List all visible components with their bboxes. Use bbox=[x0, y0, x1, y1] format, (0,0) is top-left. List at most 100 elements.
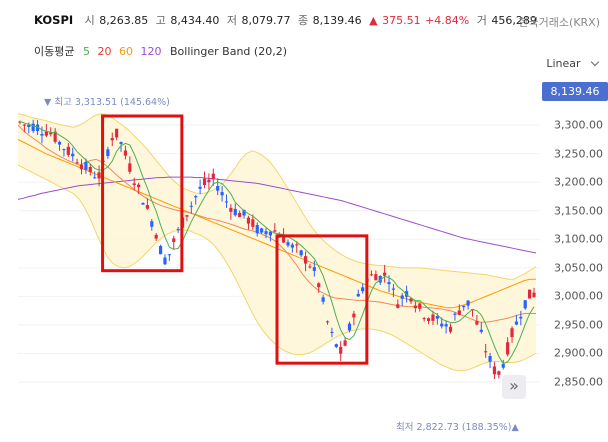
candle-body bbox=[44, 131, 48, 136]
candle-body bbox=[409, 298, 413, 302]
candle-body bbox=[246, 217, 251, 224]
candle-body bbox=[255, 225, 259, 234]
candle-body bbox=[79, 164, 84, 170]
symbol-name[interactable]: KOSPI bbox=[34, 13, 74, 27]
volume-label: 거 bbox=[476, 14, 487, 27]
candle-body bbox=[220, 192, 224, 196]
candle-body bbox=[88, 167, 92, 173]
candle-body bbox=[321, 297, 325, 302]
candle-body bbox=[431, 314, 435, 321]
candle-body bbox=[163, 257, 167, 265]
candle-body bbox=[119, 142, 123, 144]
change-percent: +4.84% bbox=[425, 14, 470, 27]
candle-body bbox=[435, 315, 439, 319]
candle-body bbox=[448, 326, 453, 332]
candle-body bbox=[532, 292, 536, 297]
candle-body bbox=[479, 329, 483, 332]
candle-body bbox=[106, 149, 110, 157]
double-chevron-right-icon[interactable]: » bbox=[502, 375, 526, 399]
candle-body bbox=[97, 172, 101, 179]
candle-body bbox=[369, 274, 374, 276]
quote-header: KOSPI 시 8,263.85 고 8,434.40 저 8,079.77 종… bbox=[0, 0, 608, 40]
candle-body bbox=[383, 272, 387, 276]
candle-body bbox=[339, 346, 343, 354]
scale-label: Linear bbox=[546, 57, 581, 70]
candle-body bbox=[286, 242, 290, 246]
candle-body bbox=[404, 291, 409, 297]
candle-body bbox=[57, 141, 62, 145]
candle-body bbox=[35, 124, 40, 132]
candle-body bbox=[115, 128, 119, 138]
candle-body bbox=[123, 150, 128, 156]
candle-body bbox=[22, 124, 26, 126]
y-tick-label: 3,100.00 bbox=[554, 232, 603, 246]
y-tick-label: 3,300.00 bbox=[554, 118, 603, 132]
candle-body bbox=[519, 316, 523, 319]
low-value: 8,079.77 bbox=[241, 14, 291, 27]
candle-body bbox=[62, 149, 66, 151]
candle-body bbox=[347, 323, 352, 331]
candle-body bbox=[154, 234, 158, 239]
candle-body bbox=[440, 323, 444, 327]
candle-body bbox=[150, 221, 154, 227]
y-tick-label: 2,900.00 bbox=[554, 346, 603, 360]
scale-selector[interactable]: Linear bbox=[546, 57, 600, 70]
candle-body bbox=[378, 275, 382, 283]
ma5-line bbox=[19, 121, 535, 365]
candle-body bbox=[224, 201, 229, 203]
volume-value: 456,289 bbox=[491, 14, 537, 27]
candle-body bbox=[475, 321, 479, 325]
quote-summary: KOSPI 시 8,263.85 고 8,434.40 저 8,079.77 종… bbox=[34, 13, 541, 28]
candle-body bbox=[176, 229, 180, 231]
indicator-legend[interactable]: 이동평균 5 20 60 120 Bollinger Band (20,2) bbox=[34, 43, 292, 59]
change-arrow-icon: ▲ bbox=[369, 14, 378, 27]
candle-body bbox=[233, 208, 237, 216]
candle-body bbox=[506, 342, 510, 355]
ma120-line bbox=[17, 176, 537, 254]
open-value: 8,263.85 bbox=[99, 14, 149, 27]
candle-body bbox=[484, 351, 488, 353]
candle-body bbox=[172, 238, 176, 243]
candle-body bbox=[49, 132, 53, 135]
candle-body bbox=[523, 300, 527, 309]
candle-body bbox=[325, 321, 330, 323]
y-tick-label: 3,150.00 bbox=[554, 204, 603, 218]
candle-body bbox=[352, 313, 356, 318]
candle-body bbox=[260, 228, 264, 233]
candle-body bbox=[128, 163, 132, 172]
close-value: 8,139.46 bbox=[312, 14, 362, 27]
change-value: 375.51 bbox=[382, 14, 421, 27]
candle-body bbox=[510, 328, 514, 338]
candle-body bbox=[71, 153, 75, 157]
candle-body bbox=[492, 366, 497, 375]
candle-body bbox=[422, 318, 426, 320]
candle-body bbox=[299, 250, 303, 256]
candle-body bbox=[317, 283, 321, 288]
candle-body bbox=[303, 256, 308, 264]
candle-body bbox=[110, 138, 114, 141]
candle-body bbox=[53, 131, 57, 142]
candle-body bbox=[229, 207, 233, 212]
candle-body bbox=[497, 371, 501, 375]
price-chart[interactable] bbox=[0, 0, 540, 442]
candle-body bbox=[528, 289, 532, 299]
candle-body bbox=[466, 300, 470, 306]
low-label: 저 bbox=[226, 14, 238, 27]
bollinger-label: Bollinger Band (20,2) bbox=[169, 45, 287, 58]
candle-body bbox=[198, 186, 202, 189]
candle-body bbox=[374, 274, 378, 281]
candle-body bbox=[396, 304, 400, 308]
candle-body bbox=[453, 313, 457, 315]
candle-body bbox=[242, 209, 246, 216]
moving-average-label: 이동평균 bbox=[34, 45, 75, 58]
bollinger-upper-line bbox=[17, 113, 537, 280]
candle-body bbox=[501, 364, 505, 368]
candle-body bbox=[75, 162, 79, 164]
price-axis[interactable]: 3,300.00 3,250.00 3,200.00 3,150.00 3,100.00… bbox=[540, 0, 608, 442]
candle-body bbox=[207, 179, 211, 183]
high-label: 고 bbox=[155, 14, 166, 27]
y-tick-label: 3,050.00 bbox=[554, 261, 603, 275]
y-tick-label: 2,850.00 bbox=[554, 375, 603, 389]
candle-body bbox=[343, 340, 347, 346]
candle-body bbox=[273, 230, 277, 232]
